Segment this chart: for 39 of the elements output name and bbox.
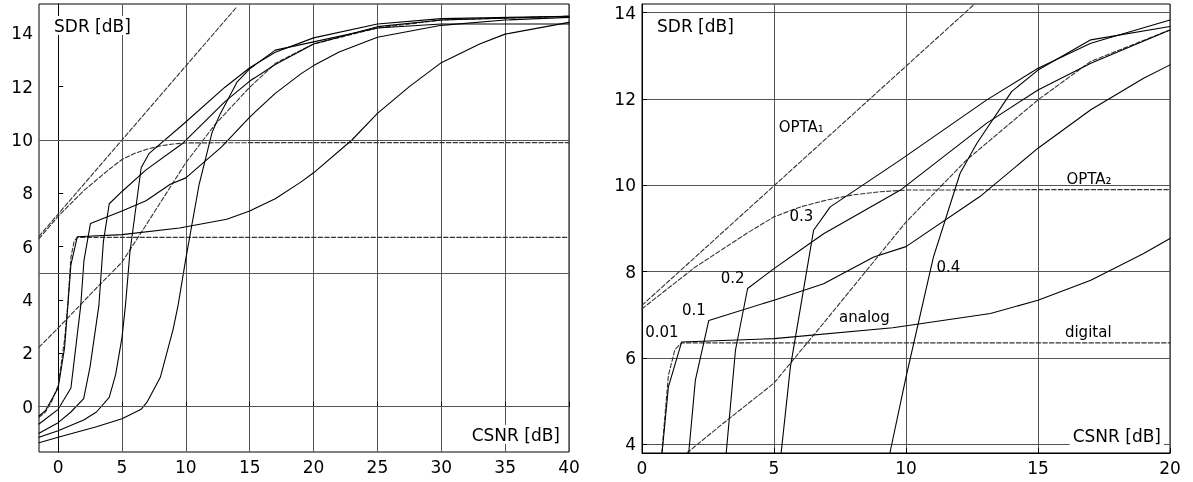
x-tick-label: 15 [1027,457,1049,478]
x-tick-label: 10 [175,456,197,477]
annotation: OPTA₂ [1066,170,1112,189]
y-tick-label: 6 [625,348,636,369]
x-tick-label: 30 [430,456,453,477]
x-tick-label: 35 [494,456,516,477]
x-axis-title: CSNR [dB] [1072,425,1161,446]
y-tick-label: 4 [625,434,636,455]
y-tick-label: 6 [22,236,33,257]
y-tick-label: 10 [614,175,636,196]
x-tick-label: 15 [238,456,261,477]
x-tick-label: 20 [1159,457,1181,478]
y-axis-title: SDR [dB] [54,15,131,36]
annotation: digital [1064,323,1112,342]
annotation: 0.01 [645,322,679,341]
y-axis-title: SDR [dB] [657,15,734,36]
y-tick-label: 8 [625,261,636,282]
annotation: 0.3 [789,206,814,225]
x-tick-label: 10 [895,457,917,478]
x-tick-label: 5 [768,457,780,478]
x-tick-label: 20 [302,456,325,477]
x-tick-label: 25 [366,456,389,477]
x-tick-label: 0 [52,456,64,477]
x-tick-label: 5 [116,456,128,477]
annotation: 0.1 [681,300,706,319]
x-axis-title: CSNR [dB] [471,424,560,445]
y-tick-label: 14 [614,2,636,23]
annotation: 0.2 [720,269,745,288]
x-tick-label: 40 [558,456,580,477]
y-tick-label: 2 [22,343,33,364]
y-tick-label: 10 [11,130,33,150]
y-tick-label: 14 [11,23,33,44]
y-tick-label: 12 [614,88,636,109]
y-tick-label: 12 [11,76,33,97]
annotation: analog [839,308,890,327]
annotation: OPTA₁ [778,117,824,136]
y-tick-label: 4 [22,290,33,310]
y-tick-label: 8 [22,183,33,204]
y-tick-label: 0 [22,396,33,417]
